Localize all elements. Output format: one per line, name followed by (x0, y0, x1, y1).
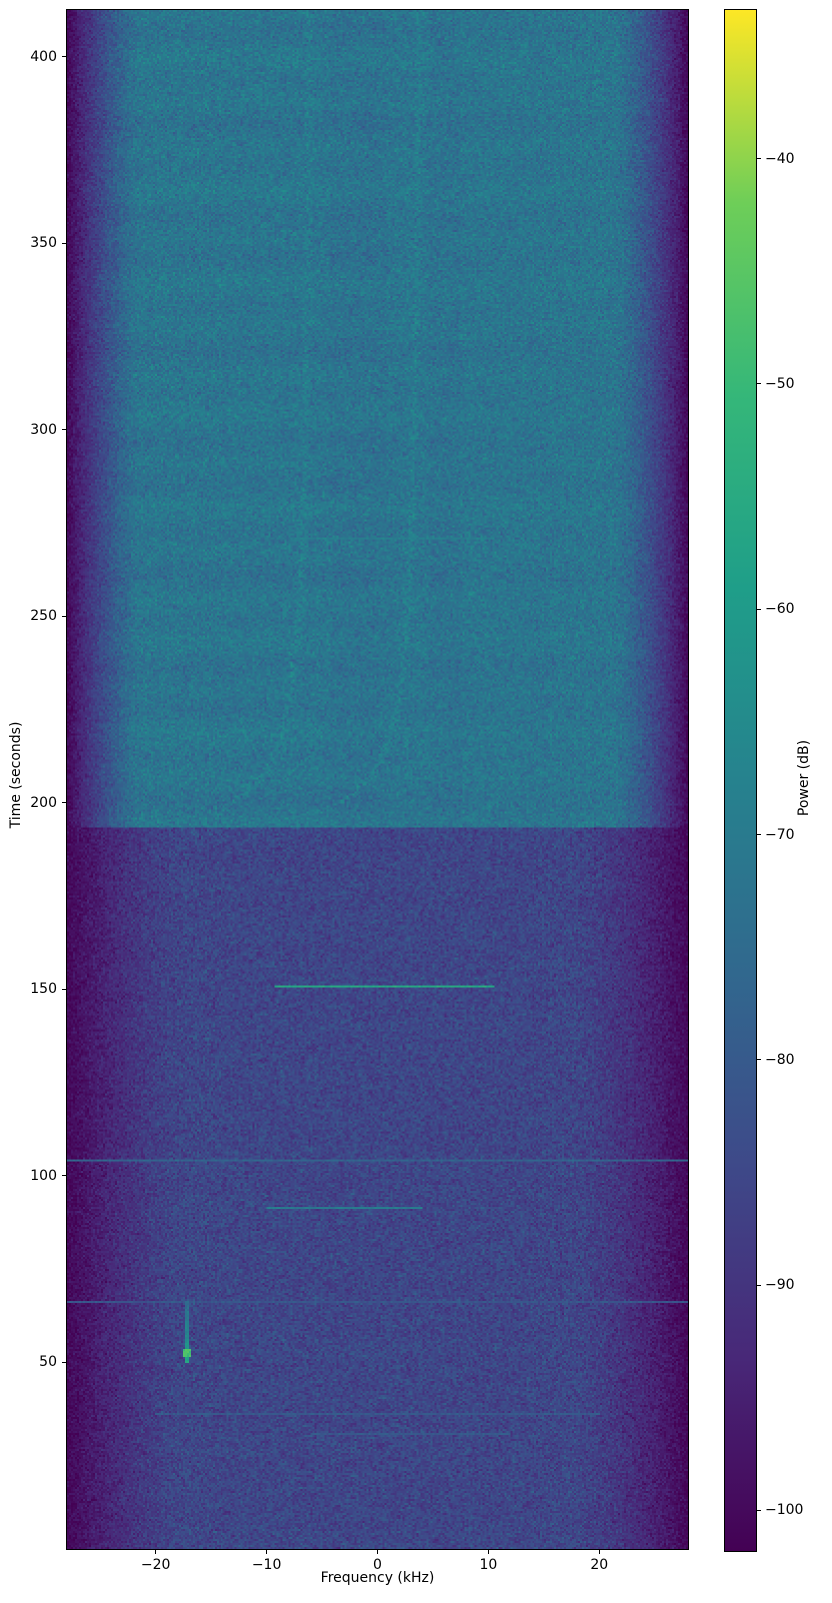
colorbar-tick-label: −50 (765, 375, 795, 392)
x-axis-tick-mark (155, 1550, 157, 1554)
colorbar-frame (724, 9, 757, 1552)
y-axis-tick-label: 400 (30, 48, 57, 65)
x-axis-tick-mark (487, 1550, 489, 1554)
colorbar-tick-label: −40 (765, 150, 795, 167)
colorbar-gradient (725, 10, 756, 1551)
y-axis-tick-label: 250 (30, 608, 57, 625)
x-axis-tick-label: −10 (251, 1557, 282, 1573)
y-axis-tick-mark (62, 802, 66, 804)
y-axis-tick-mark (62, 56, 66, 58)
y-axis-tick-mark (62, 988, 66, 990)
y-axis-label: Time (seconds) (8, 721, 24, 829)
x-axis-label: Frequency (kHz) (320, 1570, 435, 1586)
spectrogram-heatmap (67, 10, 688, 1549)
colorbar-tick-label: −80 (765, 1051, 795, 1068)
colorbar-tick-label: −100 (765, 1502, 804, 1519)
x-axis-tick-mark (266, 1550, 268, 1554)
x-axis-tick-mark (377, 1550, 378, 1554)
x-axis-tick-mark (598, 1550, 600, 1554)
y-axis-tick-label: 100 (30, 1167, 57, 1184)
colorbar-tick-mark (757, 1284, 761, 1286)
x-axis-tick-label: 0 (373, 1557, 382, 1573)
colorbar-tick-mark (757, 383, 761, 385)
y-axis-tick-label: 150 (30, 981, 57, 998)
plot-frame (66, 9, 689, 1550)
colorbar-tick-label: −60 (765, 601, 795, 618)
y-axis-tick-label: 50 (39, 1354, 57, 1371)
y-axis-tick-label: 300 (30, 421, 57, 438)
y-axis-tick-label: 200 (30, 794, 57, 811)
y-axis-tick-mark (62, 1175, 66, 1177)
colorbar-tick-mark (757, 1059, 761, 1061)
y-axis-tick-mark (62, 242, 66, 244)
x-axis-tick-label: 10 (479, 1557, 498, 1573)
y-axis-tick-label: 350 (30, 235, 57, 252)
colorbar-tick-mark (757, 158, 761, 160)
colorbar-tick-mark (757, 1509, 761, 1511)
y-axis-tick-mark (62, 1361, 66, 1363)
x-axis-tick-label: −20 (140, 1557, 171, 1573)
x-axis-tick-label: 20 (590, 1557, 609, 1573)
colorbar-tick-mark (757, 834, 761, 836)
colorbar-tick-mark (757, 608, 761, 610)
colorbar-label: Power (dB) (796, 739, 812, 817)
y-axis-tick-mark (62, 429, 66, 431)
colorbar-tick-label: −90 (765, 1277, 795, 1294)
y-axis-tick-mark (62, 615, 66, 617)
colorbar-tick-label: −70 (765, 826, 795, 843)
